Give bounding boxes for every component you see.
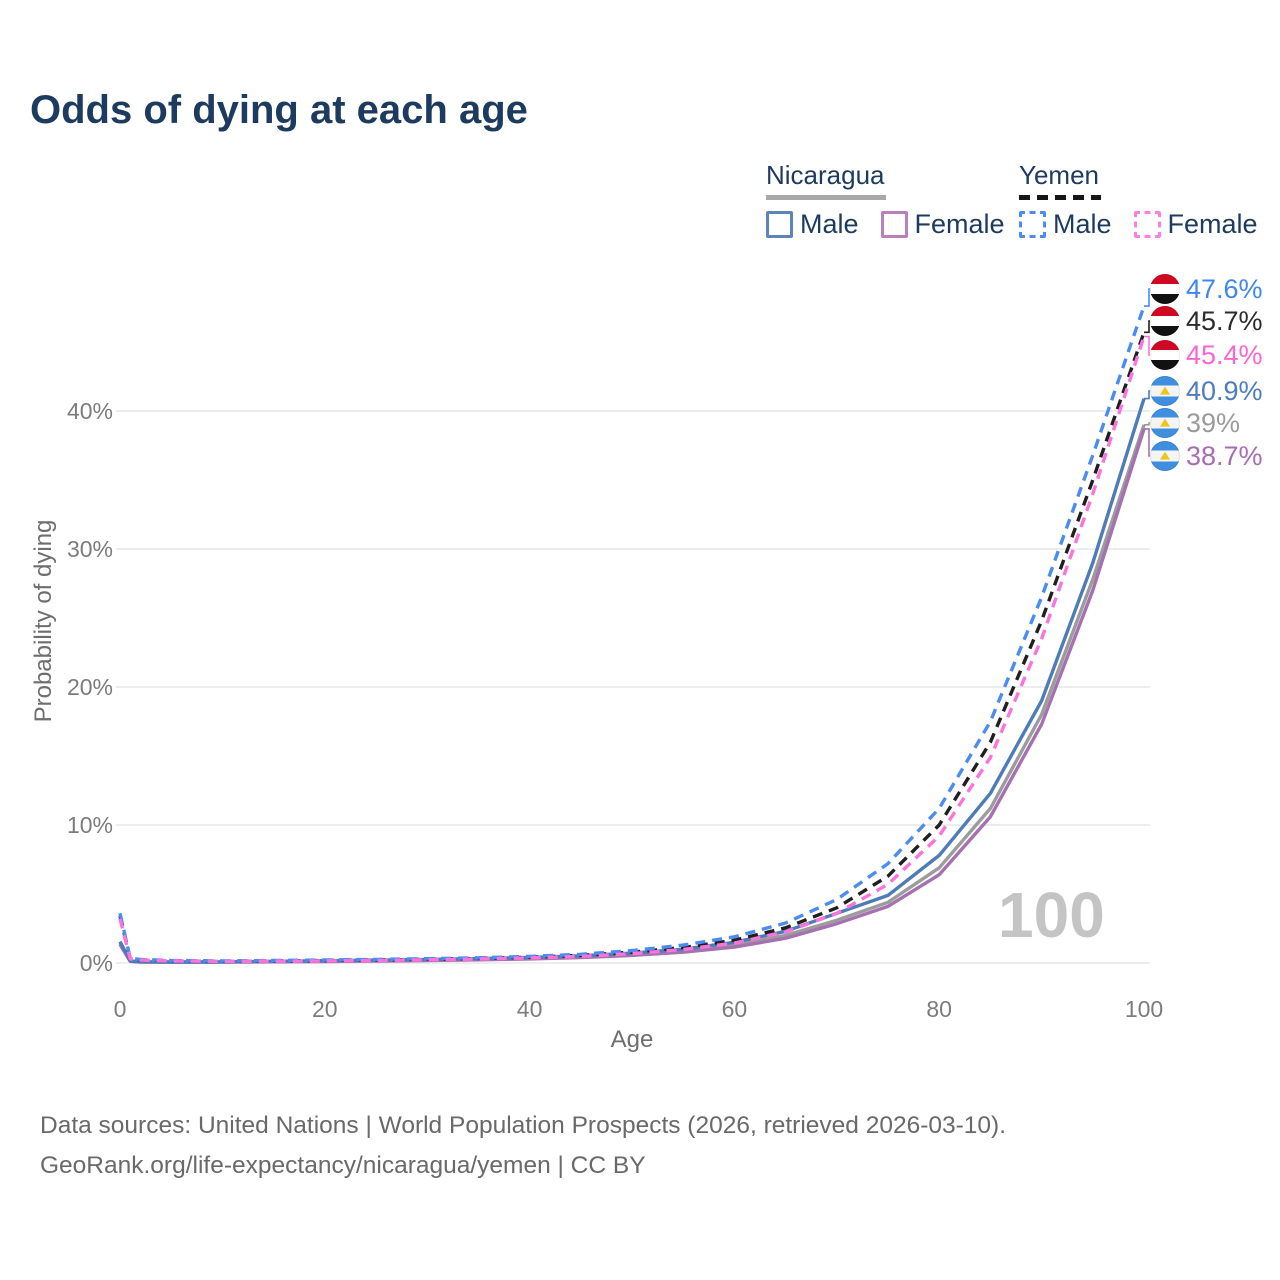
chart-line-yemen-male[interactable] xyxy=(118,305,1146,963)
end-label-value: 47.6% xyxy=(1186,273,1263,304)
chart-line-yemen-female[interactable] xyxy=(118,335,1146,963)
x-axis-tick-label: 60 xyxy=(721,996,748,1022)
yemen-flag-icon xyxy=(1150,306,1180,336)
end-label-value: 45.7% xyxy=(1186,305,1263,336)
legend-country-yemen[interactable]: Yemen xyxy=(1019,160,1099,190)
y-axis-tick-label: 10% xyxy=(66,812,113,838)
end-label-value: 39% xyxy=(1186,407,1241,438)
x-axis-tick-label: 80 xyxy=(926,996,952,1022)
x-axis-tick-label: 0 xyxy=(113,996,127,1022)
nicaragua-flag-icon xyxy=(1150,441,1180,471)
yemen-dashed-line-key xyxy=(1019,195,1101,200)
y-axis-tick-label: 40% xyxy=(66,398,113,424)
x-axis-tick-label: 20 xyxy=(312,996,338,1022)
source-line-2: GeoRank.org/life-expectancy/nicaragua/ye… xyxy=(40,1152,646,1179)
legend-country-nicaragua[interactable]: Nicaragua xyxy=(766,160,885,190)
y-axis-tick-label: 0% xyxy=(79,950,113,976)
nicaragua-flag-icon xyxy=(1150,408,1180,438)
end-label-nicaragua-total[interactable]: 39% xyxy=(1150,407,1240,439)
chart-line-nicaragua-female[interactable] xyxy=(118,428,1146,964)
nicaragua-female-swatch-icon xyxy=(880,211,908,238)
legend-item-nicaragua-female[interactable]: Female xyxy=(880,209,1005,240)
end-label-nicaragua-male[interactable]: 40.9% xyxy=(1150,375,1263,407)
x-axis-tick-label: 100 xyxy=(1124,996,1164,1022)
data-source-note: Data sources: United Nations | World Pop… xyxy=(40,1106,1006,1186)
end-label-yemen-female[interactable]: 45.4% xyxy=(1150,339,1263,371)
yemen-flag-icon xyxy=(1150,274,1180,304)
end-label-value: 45.4% xyxy=(1186,339,1263,370)
yemen-male-swatch-icon xyxy=(1019,211,1046,238)
page-title: Odds of dying at each age xyxy=(30,88,528,132)
y-axis-tick-label: 20% xyxy=(66,674,113,700)
source-line-1: Data sources: United Nations | World Pop… xyxy=(40,1112,1007,1139)
chart-line-nicaragua-male[interactable] xyxy=(118,398,1146,964)
legend-group-yemen: Yemen Male Female xyxy=(1019,160,1258,240)
x-axis-title: Age xyxy=(610,1026,654,1053)
nicaragua-flag-icon xyxy=(1150,376,1180,406)
nicaragua-solid-line-key xyxy=(766,195,886,200)
end-label-nicaragua-female[interactable]: 38.7% xyxy=(1150,440,1263,472)
legend-label: Female xyxy=(1167,209,1258,239)
end-label-yemen-total[interactable]: 45.7% xyxy=(1150,305,1263,337)
chart-line-yemen-total[interactable] xyxy=(118,331,1146,963)
legend-label: Male xyxy=(800,209,859,239)
end-label-value: 38.7% xyxy=(1186,440,1263,471)
legend-label: Female xyxy=(914,209,1005,239)
y-axis-tick-label: 30% xyxy=(66,536,113,562)
nicaragua-male-swatch-icon xyxy=(766,211,793,238)
yemen-flag-icon xyxy=(1150,340,1180,370)
legend-label: Male xyxy=(1053,209,1112,239)
end-label-yemen-male[interactable]: 47.6% xyxy=(1150,273,1263,305)
x-axis-tick-label: 40 xyxy=(516,996,543,1022)
legend-item-yemen-male[interactable]: Male xyxy=(1019,209,1112,240)
legend-item-yemen-female[interactable]: Female xyxy=(1133,209,1258,240)
end-label-value: 40.9% xyxy=(1186,375,1263,406)
legend-item-nicaragua-male[interactable]: Male xyxy=(766,209,859,240)
legend-group-nicaragua: Nicaragua Male Female xyxy=(766,160,1005,240)
yemen-female-swatch-icon xyxy=(1133,211,1161,238)
age-watermark: 100 xyxy=(998,879,1105,951)
chart-line-nicaragua-total[interactable] xyxy=(118,424,1146,964)
